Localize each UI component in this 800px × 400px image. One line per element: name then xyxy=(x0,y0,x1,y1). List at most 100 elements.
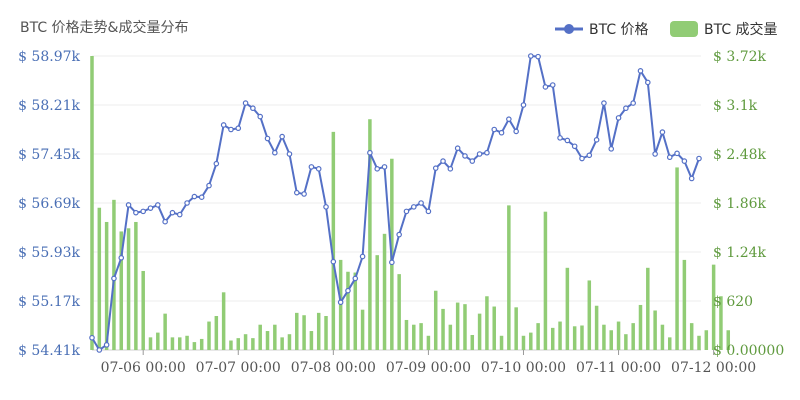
volume-bar xyxy=(141,270,145,350)
volume-bar xyxy=(507,205,511,350)
x-tick-label: 07-11 00:00 xyxy=(576,360,661,376)
price-point xyxy=(257,113,264,120)
volume-bar xyxy=(207,321,211,350)
volume-bar xyxy=(638,304,643,350)
volume-bar xyxy=(609,330,613,350)
price-point xyxy=(520,102,527,108)
volume-bar xyxy=(170,337,175,350)
price-point xyxy=(155,202,161,208)
y-left-tick-label: $ 56.69k xyxy=(18,196,80,212)
volume-bar xyxy=(287,334,292,350)
price-point xyxy=(586,152,593,159)
volume-bar xyxy=(667,337,672,350)
volume-bar xyxy=(719,296,723,350)
price-point xyxy=(103,342,110,348)
legend-item-price[interactable]: BTC 价格 xyxy=(555,22,649,38)
price-point xyxy=(374,166,381,172)
price-line-layer xyxy=(89,53,702,353)
volume-bar xyxy=(316,312,321,350)
volume-bar xyxy=(565,267,570,350)
volume-bar xyxy=(360,309,365,350)
y-right-tick-label: $ 3.1k xyxy=(713,98,758,114)
volume-bar xyxy=(624,334,628,350)
price-point xyxy=(571,143,578,150)
volume-bar xyxy=(580,325,584,350)
y-left-tick-label: $ 58.97k xyxy=(18,49,80,65)
volume-bar xyxy=(280,337,284,350)
price-point xyxy=(549,82,556,88)
volume-bar xyxy=(726,330,731,350)
price-point xyxy=(242,100,249,106)
volume-bar xyxy=(631,323,635,350)
volume-bar xyxy=(448,324,453,350)
price-point xyxy=(410,204,417,210)
volume-bar xyxy=(441,308,445,350)
price-point xyxy=(462,153,468,159)
price-point xyxy=(601,100,607,106)
volume-bar xyxy=(675,167,679,350)
price-point xyxy=(323,204,329,210)
price-point xyxy=(440,158,446,164)
price-point xyxy=(652,151,658,157)
price-point xyxy=(681,158,688,164)
price-point xyxy=(579,155,585,162)
x-tick-label: 07-07 00:00 xyxy=(196,360,281,376)
price-point xyxy=(425,208,432,215)
volume-bar xyxy=(368,119,372,351)
price-point xyxy=(111,275,117,282)
price-point xyxy=(308,164,315,170)
price-point xyxy=(645,79,651,86)
price-point xyxy=(666,154,673,161)
y-left-tick-label: $ 55.93k xyxy=(18,245,80,261)
price-point xyxy=(315,166,322,172)
legend-price-dot-icon xyxy=(564,24,574,34)
price-point xyxy=(476,151,483,157)
volume-bar xyxy=(550,327,555,350)
price-point xyxy=(491,126,498,133)
y-left-tick-label: $ 57.45k xyxy=(18,147,80,163)
price-point xyxy=(228,126,234,133)
volume-bar xyxy=(97,207,102,350)
volume-bar xyxy=(163,313,167,350)
price-point xyxy=(389,259,395,266)
price-point xyxy=(293,189,300,196)
legend-item-volume[interactable]: BTC 成交量 xyxy=(670,21,778,38)
volume-bar xyxy=(375,255,379,350)
y-left-tick-label: $ 58.21k xyxy=(18,98,80,114)
volume-bar xyxy=(251,338,255,350)
price-point xyxy=(418,200,424,206)
price-point xyxy=(696,155,702,162)
price-point xyxy=(272,149,278,156)
price-point xyxy=(169,209,176,216)
price-point xyxy=(213,160,220,167)
volume-bar xyxy=(382,233,387,350)
volume-bar xyxy=(412,324,416,350)
price-point xyxy=(367,149,373,156)
price-point xyxy=(432,165,439,171)
volume-bar xyxy=(521,335,526,350)
price-point xyxy=(542,84,549,90)
price-point xyxy=(125,202,132,208)
y-right-tick-label: $ 2.48k xyxy=(713,147,767,163)
price-point xyxy=(527,53,534,59)
volume-bar xyxy=(704,330,709,350)
price-point xyxy=(557,135,563,141)
volume-bar xyxy=(199,338,204,350)
price-point xyxy=(659,129,666,135)
price-point xyxy=(469,158,476,164)
price-point xyxy=(447,166,454,172)
price-point xyxy=(337,299,344,306)
price-point xyxy=(623,105,629,112)
volume-bar xyxy=(295,312,299,350)
volume-bar xyxy=(243,334,248,350)
volume-bar xyxy=(221,292,226,350)
volume-bar xyxy=(397,274,401,350)
price-point xyxy=(235,125,242,132)
volume-bar xyxy=(148,337,153,350)
price-point xyxy=(506,116,512,122)
y-right-tick-label: $ 1.24k xyxy=(713,245,767,261)
price-point xyxy=(140,208,146,215)
price-point xyxy=(615,115,622,121)
